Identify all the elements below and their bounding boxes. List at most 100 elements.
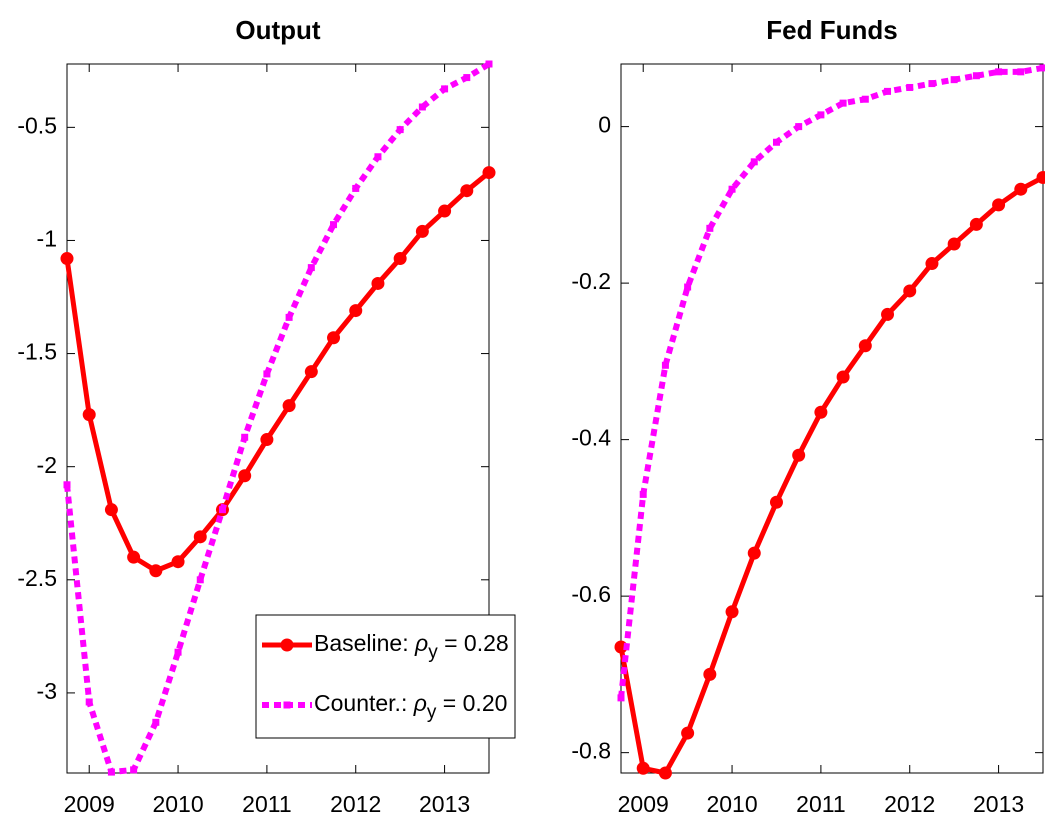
marker: [858, 339, 872, 353]
marker: [149, 564, 163, 578]
marker: [260, 433, 274, 447]
series-line: [64, 61, 491, 776]
marker: [352, 184, 360, 192]
marker: [1039, 64, 1045, 72]
axes-box: [620, 63, 1044, 774]
marker: [884, 87, 892, 95]
marker: [795, 123, 803, 131]
legend-label: Counter.: ρy = 0.20: [314, 690, 507, 723]
y-tick-label: -1: [37, 226, 57, 252]
x-tick-label: 2009: [64, 791, 115, 817]
marker: [995, 68, 1003, 76]
marker: [304, 365, 318, 379]
marker: [792, 448, 806, 462]
marker: [393, 252, 407, 266]
marker: [174, 648, 182, 656]
marker: [1036, 170, 1045, 184]
x-tick-label: 2009: [618, 791, 669, 817]
y-tick-label: -0.2: [571, 268, 611, 294]
y-tick-label: -0.4: [571, 425, 611, 451]
y-tick-label: -2.5: [17, 565, 57, 591]
marker: [171, 555, 185, 569]
marker: [947, 237, 961, 251]
marker: [658, 766, 672, 780]
y-tick-label: -1.5: [17, 339, 57, 365]
x-tick-label: 2010: [152, 791, 203, 817]
marker: [814, 405, 828, 419]
marker: [82, 408, 96, 422]
marker: [349, 304, 363, 318]
y-tick-label: -3: [37, 678, 57, 704]
marker: [925, 257, 939, 271]
marker: [817, 111, 825, 119]
marker: [460, 184, 474, 198]
marker: [906, 83, 914, 91]
marker: [63, 481, 71, 489]
y-tick-label: -0.6: [571, 581, 611, 607]
marker: [485, 60, 493, 68]
marker: [639, 490, 647, 498]
marker: [684, 283, 692, 291]
marker: [327, 331, 341, 345]
marker: [374, 153, 382, 161]
marker: [617, 694, 625, 702]
x-tick-label: 2012: [884, 791, 935, 817]
marker: [330, 221, 338, 229]
marker: [928, 80, 936, 88]
legend-marker: [280, 638, 294, 652]
series-line: [618, 175, 1045, 776]
marker: [218, 506, 226, 514]
marker: [127, 550, 141, 564]
legend-marker: [283, 701, 291, 709]
marker: [1017, 68, 1025, 76]
marker: [396, 126, 404, 134]
chart-title: Output: [235, 15, 321, 45]
marker: [969, 217, 983, 231]
x-tick-label: 2010: [706, 791, 757, 817]
marker: [130, 766, 138, 774]
marker: [152, 718, 160, 726]
marker: [282, 399, 296, 413]
chart-title: Fed Funds: [766, 15, 897, 45]
marker: [725, 605, 739, 619]
marker: [661, 361, 669, 369]
marker: [238, 469, 252, 483]
legend-label: Baseline: ρy = 0.28: [314, 630, 509, 663]
marker: [992, 198, 1006, 212]
marker: [418, 103, 426, 111]
marker: [285, 313, 293, 321]
marker: [972, 72, 980, 80]
marker: [263, 370, 271, 378]
marker: [839, 99, 847, 107]
marker: [769, 495, 783, 509]
axes-box: [66, 63, 490, 774]
y-tick-label: 0: [598, 112, 611, 138]
marker: [104, 503, 118, 517]
marker: [681, 726, 695, 740]
marker: [193, 530, 207, 544]
x-tick-label: 2012: [330, 791, 381, 817]
marker: [241, 433, 249, 441]
marker: [747, 546, 761, 560]
marker: [903, 284, 917, 298]
y-tick-label: -2: [37, 452, 57, 478]
x-tick-label: 2013: [419, 791, 470, 817]
series-line: [618, 64, 1044, 699]
x-tick-label: 2011: [242, 791, 291, 817]
x-tick-label: 2013: [973, 791, 1024, 817]
legend-box: [255, 614, 516, 739]
marker: [703, 667, 717, 681]
marker: [482, 166, 496, 180]
marker: [85, 698, 93, 706]
marker: [881, 307, 895, 321]
marker: [706, 224, 714, 232]
marker: [772, 138, 780, 146]
x-tick-label: 2011: [796, 791, 845, 817]
marker: [371, 276, 385, 290]
marker: [728, 185, 736, 193]
y-tick-label: -0.8: [571, 738, 611, 764]
marker: [60, 252, 74, 266]
marker: [415, 224, 429, 238]
